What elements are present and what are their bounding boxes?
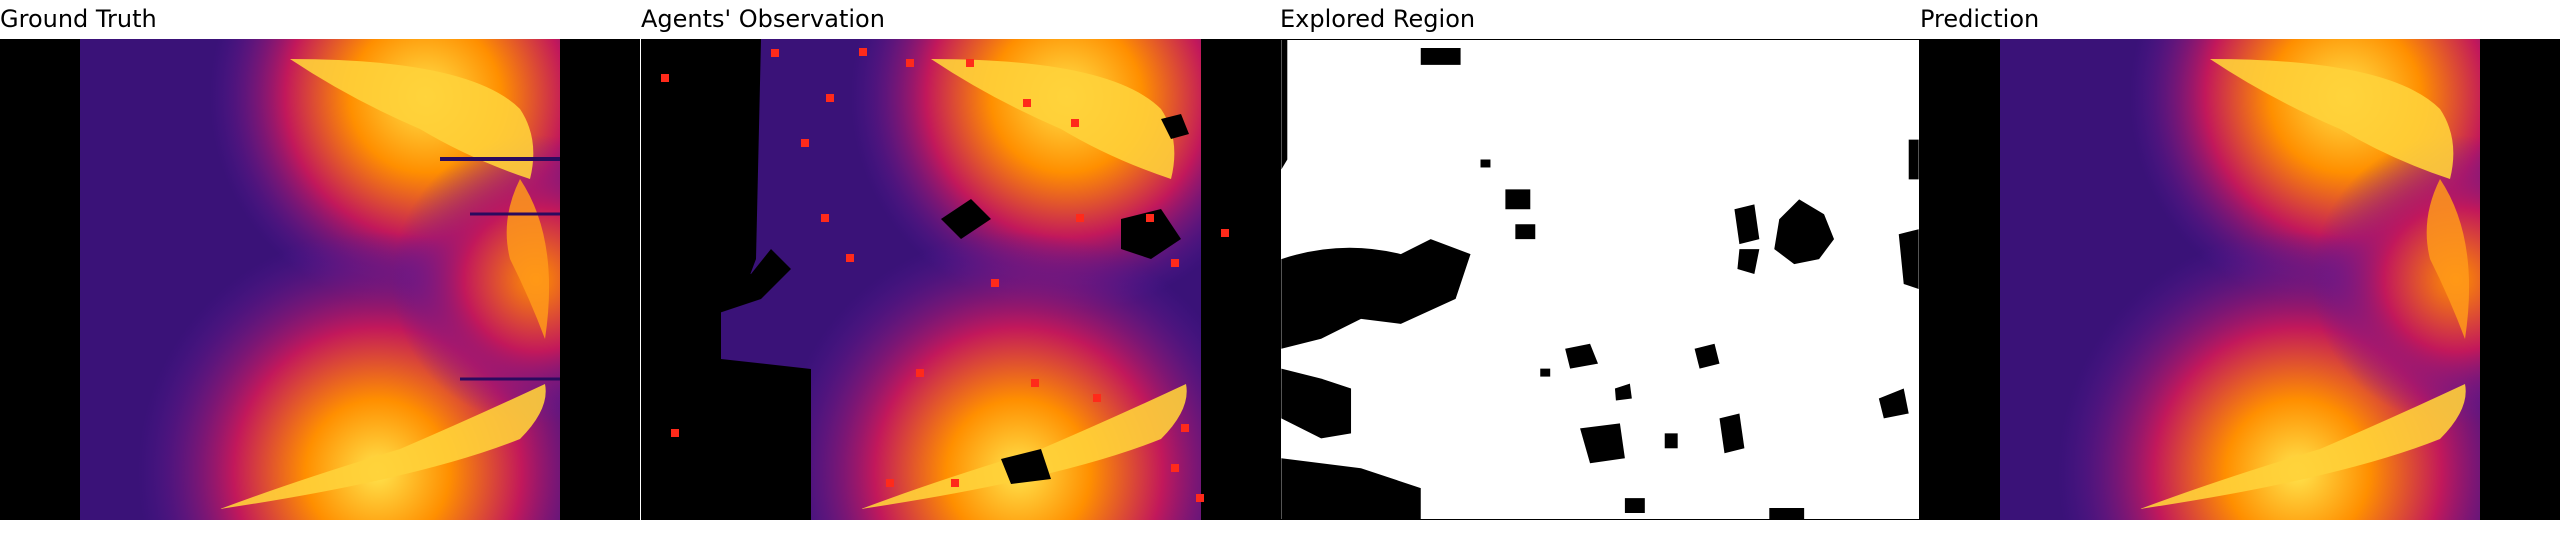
agents-observation-panel — [641, 39, 1281, 520]
explored-region-title: Explored Region — [1280, 5, 1476, 33]
ground-truth-heatmap — [0, 39, 640, 520]
ground-truth-panel — [0, 39, 640, 520]
agent-markers — [661, 48, 1229, 502]
agents-observation-heatmap — [641, 39, 1281, 520]
agents-observation-title: Agents' Observation — [641, 5, 885, 33]
ground-truth-title: Ground Truth — [0, 5, 157, 33]
prediction-title: Prediction — [1920, 5, 2040, 33]
prediction-heatmap — [1920, 39, 2560, 520]
prediction-panel — [1920, 39, 2560, 520]
explored-region-panel — [1280, 39, 1920, 520]
explored-region-mask — [1281, 40, 1919, 519]
